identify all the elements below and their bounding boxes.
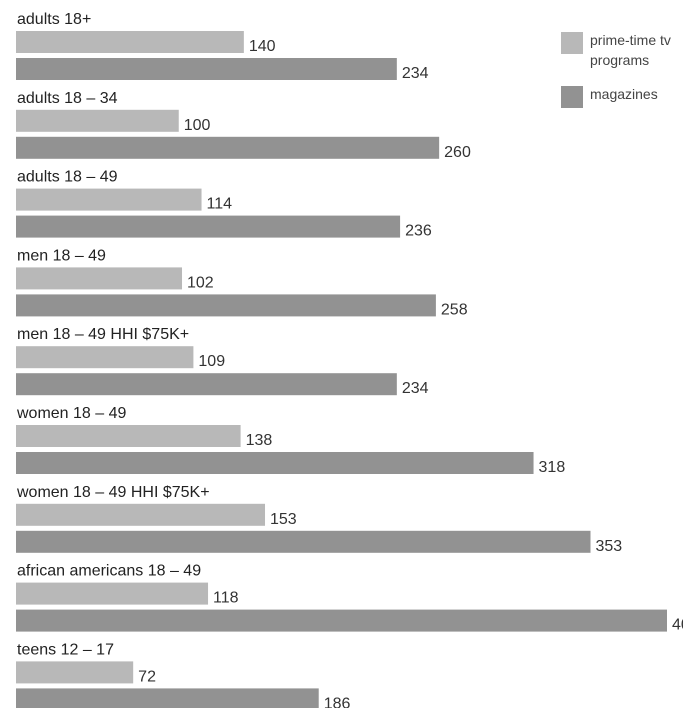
bar-magazines-women-18-49-hhi-75k: [16, 530, 591, 553]
value-label-magazines-adults-18-49: 236: [405, 223, 432, 240]
bar-magazines-adults-18: [16, 58, 397, 80]
value-label-tv-men-18-49: 102: [187, 274, 214, 291]
legend-item-prime-time: prime-time tv programs: [561, 30, 683, 70]
value-label-magazines-adults-18: 234: [402, 65, 429, 82]
category-label-adults-18: adults 18+: [17, 11, 91, 28]
value-label-tv-teens-12-17: 72: [138, 668, 156, 685]
bar-magazines-men-18-49: [16, 294, 436, 317]
legend-item-magazines: magazines: [561, 84, 683, 108]
legend-swatch-magazines: [561, 86, 583, 108]
bar-tv-men-18-49-hhi-75k: [16, 346, 194, 369]
value-label-tv-african-americans-18-49: 118: [213, 590, 239, 607]
legend-label-magazines: magazines: [590, 86, 658, 102]
category-label-african-americans-18-49: african americans 18 – 49: [17, 563, 201, 580]
bar-tv-adults-18: [16, 31, 244, 53]
value-label-magazines-teens-12-17: 186: [324, 695, 351, 708]
legend-swatch-prime-time: [561, 32, 583, 54]
bar-magazines-women-18-49: [16, 452, 534, 474]
value-label-tv-adults-18-49: 114: [207, 196, 233, 213]
category-label-men-18-49: men 18 – 49: [17, 247, 106, 264]
value-label-tv-adults-18: 140: [249, 38, 276, 55]
value-label-tv-adults-18-34: 100: [184, 117, 211, 134]
legend: prime-time tv programs magazines: [561, 30, 683, 118]
value-label-magazines-women-18-49: 318: [539, 459, 566, 476]
bar-tv-women-18-49: [16, 425, 241, 447]
bar-tv-women-18-49-hhi-75k: [16, 503, 266, 526]
bar-magazines-african-americans-18-49: [16, 609, 667, 632]
bar-tv-adults-18-34: [16, 109, 179, 132]
category-label-women-18-49: women 18 – 49: [16, 405, 127, 422]
bar-magazines-men-18-49-hhi-75k: [16, 373, 397, 396]
value-label-tv-women-18-49: 138: [246, 432, 273, 449]
value-label-magazines-men-18-49: 258: [441, 301, 468, 318]
category-label-adults-18-34: adults 18 – 34: [17, 90, 118, 107]
value-label-tv-men-18-49-hhi-75k: 109: [198, 353, 225, 370]
category-label-men-18-49-hhi-75k: men 18 – 49 HHI $75K+: [17, 326, 189, 343]
bar-tv-african-americans-18-49: [16, 582, 209, 605]
bar-tv-men-18-49: [16, 267, 183, 290]
legend-label-prime-time: prime-time tv programs: [590, 32, 671, 68]
category-label-teens-12-17: teens 12 – 17: [17, 641, 114, 658]
value-label-magazines-adults-18-34: 260: [444, 144, 471, 161]
value-label-magazines-women-18-49-hhi-75k: 353: [596, 538, 623, 555]
value-label-magazines-african-americans-18-49: 400: [672, 617, 683, 634]
bar-tv-adults-18-49: [16, 188, 202, 211]
value-label-tv-women-18-49-hhi-75k: 153: [270, 511, 297, 528]
category-label-women-18-49-hhi-75k: women 18 – 49 HHI $75K+: [16, 484, 210, 501]
bar-magazines-adults-18-49: [16, 215, 401, 238]
category-label-adults-18-49: adults 18 – 49: [17, 169, 118, 186]
bar-magazines-adults-18-34: [16, 136, 440, 159]
bar-magazines-teens-12-17: [16, 688, 319, 708]
bar-tv-teens-12-17: [16, 661, 134, 684]
value-label-magazines-men-18-49-hhi-75k: 234: [402, 380, 429, 397]
